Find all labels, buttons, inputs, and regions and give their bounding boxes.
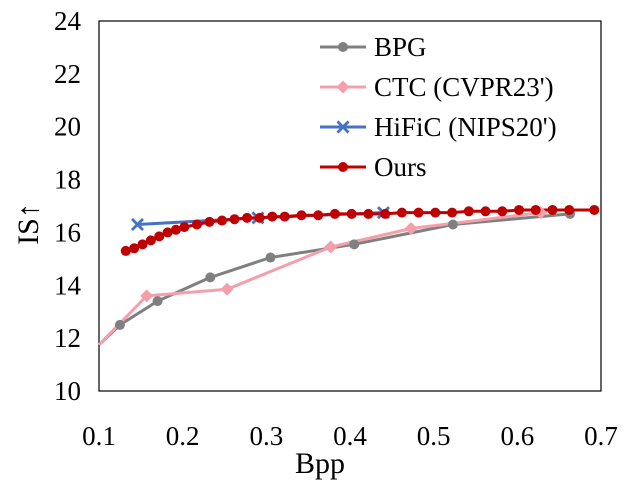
data-point-bpg xyxy=(447,219,458,230)
data-point-ours xyxy=(396,207,407,218)
data-point-bpg xyxy=(114,319,125,330)
x-tick-label: 0.5 xyxy=(417,421,451,451)
series-line-ctc-cvpr23 xyxy=(97,211,541,346)
data-point-ours xyxy=(204,216,215,227)
y-tick-label: 20 xyxy=(54,112,81,142)
data-point-ours xyxy=(170,224,181,235)
data-point-ours xyxy=(242,212,253,223)
data-point-ours xyxy=(413,207,424,218)
data-point-ours xyxy=(179,222,190,233)
y-axis-label: IS↑ xyxy=(12,203,45,245)
y-tick-label: 12 xyxy=(54,323,81,353)
data-point-ours xyxy=(129,243,140,254)
data-point-ours xyxy=(162,227,173,238)
legend-label-hific-nips20: HiFiC (NIPS20') xyxy=(374,112,557,142)
data-point-ours xyxy=(380,208,391,219)
data-point-bpg xyxy=(265,252,276,263)
x-tick-label: 0.1 xyxy=(82,421,116,451)
data-point-ours xyxy=(363,208,374,219)
data-point-ours xyxy=(279,211,290,222)
data-point-ours xyxy=(254,212,265,223)
data-point-ours xyxy=(216,215,227,226)
legend-label-bpg: BPG xyxy=(374,32,427,62)
legend-marker-ours xyxy=(338,162,348,172)
data-point-ours xyxy=(530,204,541,215)
data-point-ours xyxy=(346,208,357,219)
data-point-ours xyxy=(589,204,600,215)
data-point-ours xyxy=(154,231,165,242)
data-point-ours xyxy=(430,207,441,218)
x-tick-label: 0.6 xyxy=(500,421,534,451)
series-line-bpg xyxy=(97,212,571,346)
x-tick-label: 0.4 xyxy=(333,421,367,451)
data-point-hific-nips20 xyxy=(130,218,144,231)
data-point-bpg xyxy=(349,239,360,250)
y-tick-label: 24 xyxy=(54,6,82,36)
y-tick-label: 22 xyxy=(54,59,81,89)
legend-marker-bpg xyxy=(338,42,348,52)
y-tick-label: 16 xyxy=(54,217,81,247)
legend-marker-ctc-cvpr23 xyxy=(336,80,350,94)
legend-label-ours: Ours xyxy=(374,152,427,182)
plot-area-frame xyxy=(98,20,602,392)
data-point-ours xyxy=(137,239,148,250)
data-point-ctc-cvpr23 xyxy=(404,221,418,235)
data-point-ours xyxy=(145,235,156,246)
axis-ticks: 0.1 0.2 0.3 0.4 0.5 0.6 0.7 10 12 14 16 18 20 22 24 xyxy=(54,6,618,451)
legend: BPG CTC (CVPR23') HiFiC (NIPS20') Ours xyxy=(320,32,557,182)
data-point-ours xyxy=(497,206,508,217)
y-tick-label: 14 xyxy=(54,270,82,300)
data-point-ctc-cvpr23 xyxy=(324,240,338,254)
data-point-ctc-cvpr23 xyxy=(140,289,154,303)
data-point-bpg xyxy=(152,296,163,307)
data-point-ours xyxy=(229,214,240,225)
data-point-ours xyxy=(480,206,491,217)
legend-label-ctc-cvpr23: CTC (CVPR23') xyxy=(374,72,554,102)
x-tick-label: 0.3 xyxy=(249,421,283,451)
data-point-ours xyxy=(463,206,474,217)
x-tick-label: 0.7 xyxy=(584,421,618,451)
legend-marker-hific-nips20 xyxy=(336,120,350,134)
data-point-ours xyxy=(329,208,340,219)
x-axis-label: Bpp xyxy=(295,447,345,480)
y-tick-label: 18 xyxy=(54,165,81,195)
y-tick-label: 10 xyxy=(54,376,81,406)
data-point-ours xyxy=(120,245,131,256)
data-point-ours xyxy=(447,207,458,218)
data-point-ours xyxy=(564,204,575,215)
data-point-ours xyxy=(296,210,307,221)
data-point-ctc-cvpr23 xyxy=(220,282,234,296)
data-point-ours xyxy=(313,210,324,221)
series-markers xyxy=(114,204,600,330)
data-point-ours xyxy=(191,219,202,230)
data-point-ours xyxy=(547,204,558,215)
data-point-bpg xyxy=(205,272,216,283)
data-point-ours xyxy=(514,204,525,215)
x-tick-label: 0.2 xyxy=(166,421,200,451)
data-point-ours xyxy=(267,211,278,222)
